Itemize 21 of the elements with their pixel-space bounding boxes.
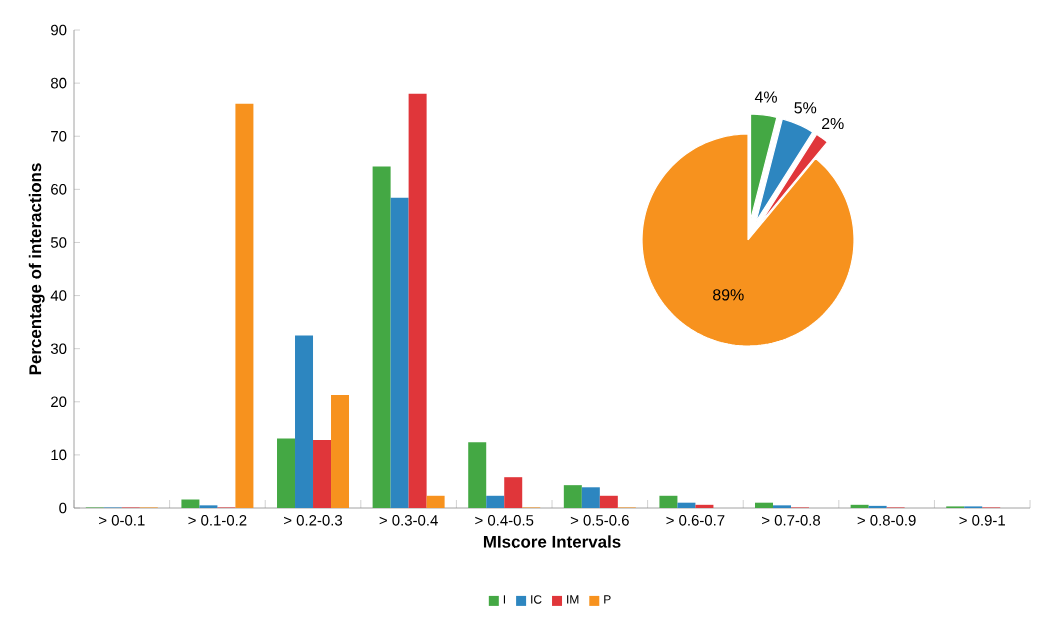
bar — [563, 485, 582, 508]
bar — [468, 442, 487, 508]
bar — [599, 495, 618, 508]
bar — [486, 495, 505, 508]
bar — [372, 166, 391, 508]
bar — [408, 93, 427, 508]
bar — [181, 499, 200, 508]
x-axis-title: MIscore Intervals — [483, 535, 621, 548]
y-axis-title: Percentage of interactions — [28, 163, 45, 375]
bar — [313, 440, 332, 508]
bar — [755, 502, 774, 508]
bar — [390, 197, 409, 508]
bar — [581, 487, 600, 508]
bar — [659, 495, 678, 508]
bar — [677, 502, 696, 508]
bar — [331, 394, 350, 508]
bar — [235, 103, 254, 508]
bar — [426, 495, 445, 508]
bar — [295, 335, 314, 508]
bar — [504, 477, 523, 508]
bar — [277, 438, 296, 508]
